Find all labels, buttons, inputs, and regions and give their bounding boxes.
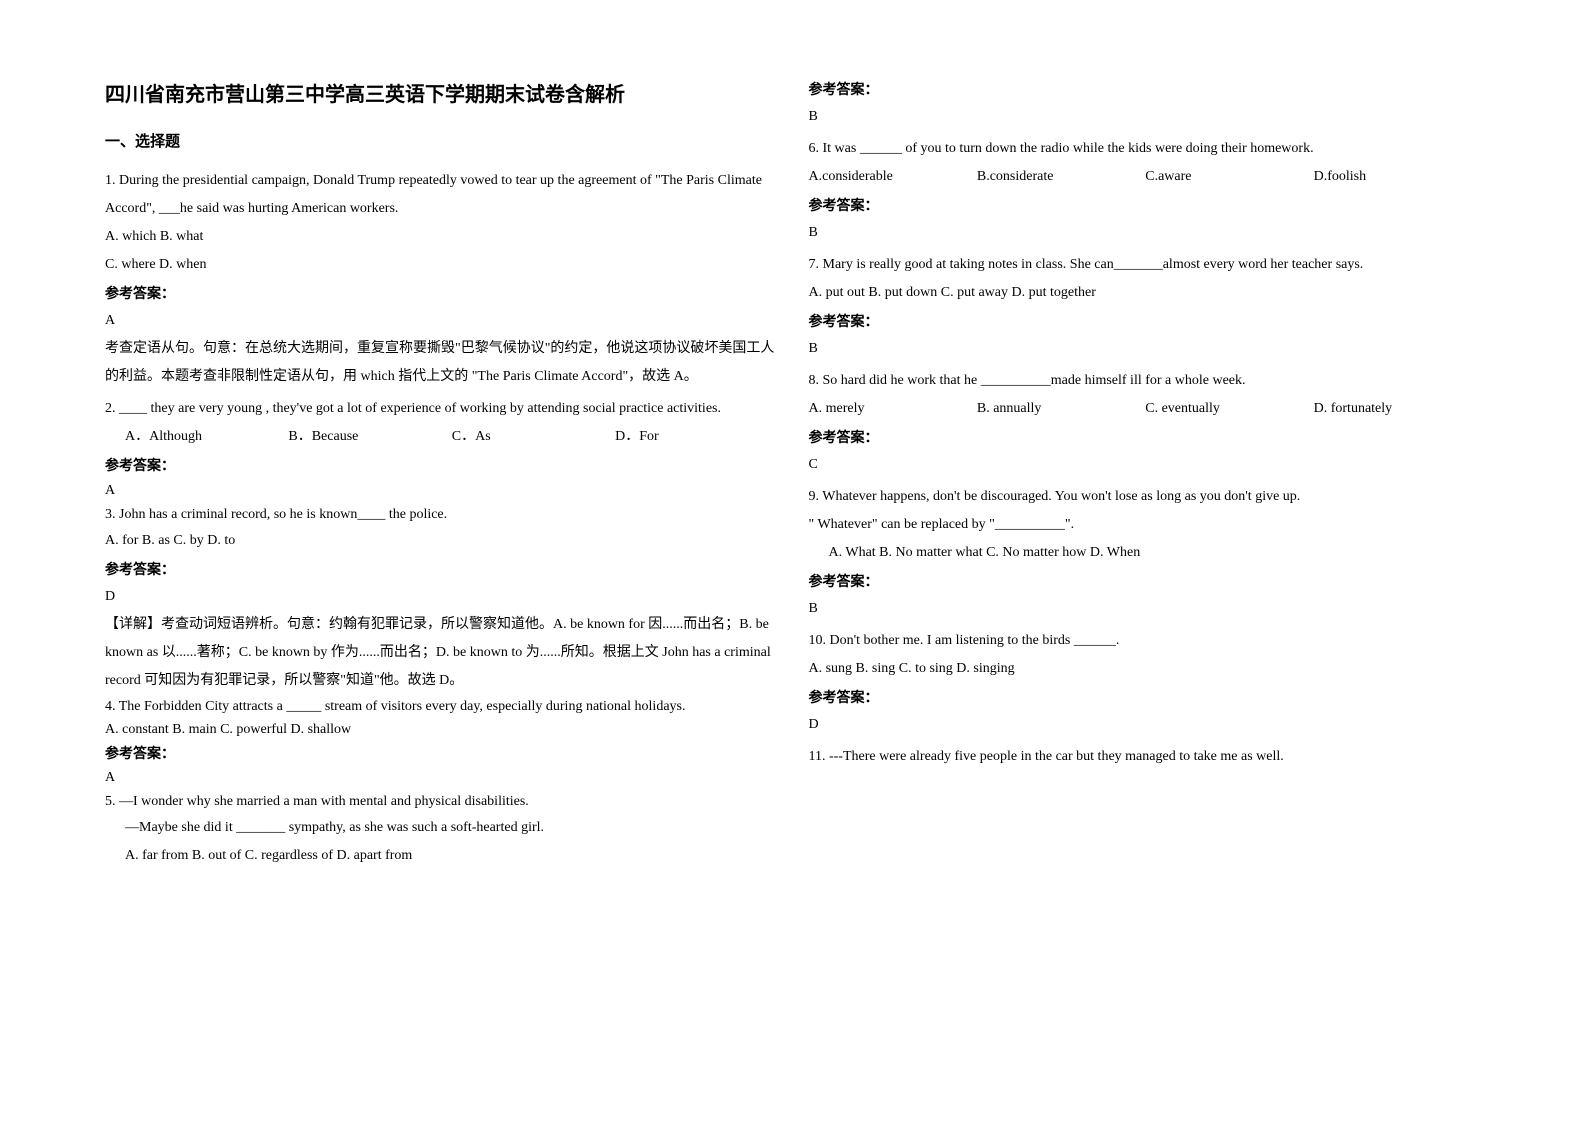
q3-opts: A. for B. as C. by D. to — [105, 527, 779, 555]
q2-opts: A．Although B．Because C．As D．For — [105, 423, 779, 451]
q2-c: C．As — [452, 423, 615, 451]
q3-text: 3. John has a criminal record, so he is … — [105, 503, 779, 527]
q2-text: 2. ____ they are very young , they've go… — [105, 395, 779, 423]
q5-opts: A. far from B. out of C. regardless of D… — [105, 842, 779, 870]
answer-label: 参考答案： — [105, 279, 779, 307]
answer-label: 参考答案： — [809, 307, 1483, 335]
q6-a: A.considerable — [809, 163, 977, 191]
q8-c: C. eventually — [1145, 395, 1313, 423]
answer-label: 参考答案： — [809, 567, 1483, 595]
answer-label: 参考答案： — [809, 683, 1483, 711]
q2-b: B．Because — [288, 423, 451, 451]
q4-opts: A. constant B. main C. powerful D. shall… — [105, 718, 779, 742]
answer-label: 参考答案： — [809, 191, 1483, 219]
page-title: 四川省南充市营山第三中学高三英语下学期期末试卷含解析 — [105, 75, 779, 115]
answer-label: 参考答案： — [105, 451, 779, 479]
q3-exp: 【详解】考查动词短语辨析。句意：约翰有犯罪记录，所以警察知道他。A. be kn… — [105, 611, 779, 695]
q7-ans: B — [809, 335, 1483, 363]
q4-ans: A — [105, 766, 779, 790]
q1-opts1: A. which B. what — [105, 223, 779, 251]
q7-text: 7. Mary is really good at taking notes i… — [809, 251, 1483, 279]
q8-a: A. merely — [809, 395, 977, 423]
q6-text: 6. It was ______ of you to turn down the… — [809, 135, 1483, 163]
q6-b: B.considerate — [977, 163, 1145, 191]
q1-ans: A — [105, 307, 779, 335]
q5-text2: —Maybe she did it _______ sympathy, as s… — [105, 814, 779, 842]
q1-exp: 考查定语从句。句意：在总统大选期间，重复宣称要撕毁"巴黎气候协议"的约定，他说这… — [105, 335, 779, 391]
q7-opts: A. put out B. put down C. put away D. pu… — [809, 279, 1483, 307]
q6-c: C.aware — [1145, 163, 1313, 191]
answer-label: 参考答案： — [809, 75, 1483, 103]
q8-ans: C — [809, 451, 1483, 479]
q2-a: A．Although — [125, 423, 288, 451]
q10-text: 10. Don't bother me. I am listening to t… — [809, 627, 1483, 655]
q9-opts: A. What B. No matter what C. No matter h… — [809, 539, 1483, 567]
q6-opts: A.considerable B.considerate C.aware D.f… — [809, 163, 1483, 191]
q8-text: 8. So hard did he work that he _________… — [809, 367, 1483, 395]
q4-text: 4. The Forbidden City attracts a _____ s… — [105, 695, 779, 719]
q9-ans: B — [809, 595, 1483, 623]
q3-ans: D — [105, 583, 779, 611]
q5-ans: B — [809, 103, 1483, 131]
q8-opts: A. merely B. annually C. eventually D. f… — [809, 395, 1483, 423]
q1-text: 1. During the presidential campaign, Don… — [105, 167, 779, 223]
answer-label: 参考答案： — [105, 555, 779, 583]
q10-ans: D — [809, 711, 1483, 739]
q1-opts2: C. where D. when — [105, 251, 779, 279]
answer-label: 参考答案： — [105, 742, 779, 766]
answer-label: 参考答案： — [809, 423, 1483, 451]
q5-text1: 5. —I wonder why she married a man with … — [105, 790, 779, 814]
q9-text2: " Whatever" can be replaced by "________… — [809, 511, 1483, 539]
q9-text1: 9. Whatever happens, don't be discourage… — [809, 483, 1483, 511]
q6-d: D.foolish — [1314, 163, 1482, 191]
q2-d: D．For — [615, 423, 778, 451]
q10-opts: A. sung B. sing C. to sing D. singing — [809, 655, 1483, 683]
q11-text: 11. ---There were already five people in… — [809, 743, 1483, 771]
q8-b: B. annually — [977, 395, 1145, 423]
q6-ans: B — [809, 219, 1483, 247]
q8-d: D. fortunately — [1314, 395, 1482, 423]
section-heading: 一、选择题 — [105, 127, 779, 157]
right-column: 参考答案： B 6. It was ______ of you to turn … — [794, 75, 1498, 1047]
q2-ans: A — [105, 479, 779, 503]
left-column: 四川省南充市营山第三中学高三英语下学期期末试卷含解析 一、选择题 1. Duri… — [90, 75, 794, 1047]
